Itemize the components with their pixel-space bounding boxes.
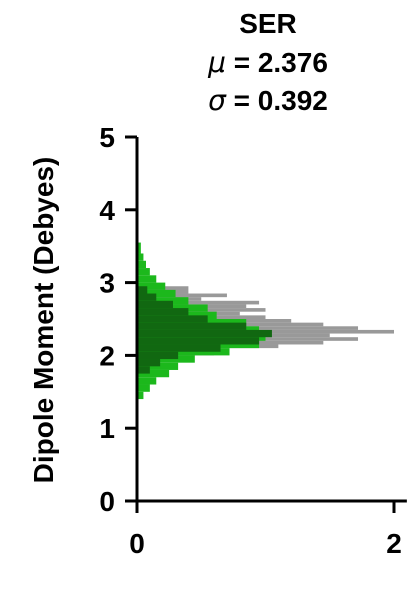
- bar-series2-bin11: [137, 286, 147, 293]
- bar-series2-bin10: [137, 294, 156, 301]
- y-tick-label-4: 4: [99, 195, 115, 226]
- y-tick-label-1: 1: [99, 413, 115, 444]
- bar-series2-bin1: [137, 359, 160, 366]
- y-tick-label-3: 3: [99, 268, 115, 299]
- bar-series2-bin9: [137, 301, 173, 308]
- bar-series2-bin8: [137, 308, 188, 315]
- bar-series2-bin2: [137, 352, 178, 359]
- bar-series1-bin2: [137, 377, 156, 384]
- bar-series2-bin7: [137, 315, 208, 322]
- y-tick-label-2: 2: [99, 340, 115, 371]
- y-tick-label-0: 0: [99, 486, 115, 517]
- x-tick-label-2: 2: [386, 528, 402, 559]
- bar-series2-bin0: [137, 366, 150, 373]
- y-tick-label-5: 5: [99, 122, 115, 153]
- bar-series1-bin17: [137, 268, 150, 275]
- x-tick-label-0: 0: [129, 528, 145, 559]
- bar-series2-bin6: [137, 323, 246, 330]
- bar-series2-bin5: [137, 330, 272, 337]
- bar-series1-bin1: [137, 385, 150, 392]
- bar-series1-bin16: [137, 275, 156, 282]
- histogram-bars: [137, 243, 394, 400]
- bar-series2-bin3: [137, 344, 221, 351]
- bar-series2-bin4: [137, 337, 259, 344]
